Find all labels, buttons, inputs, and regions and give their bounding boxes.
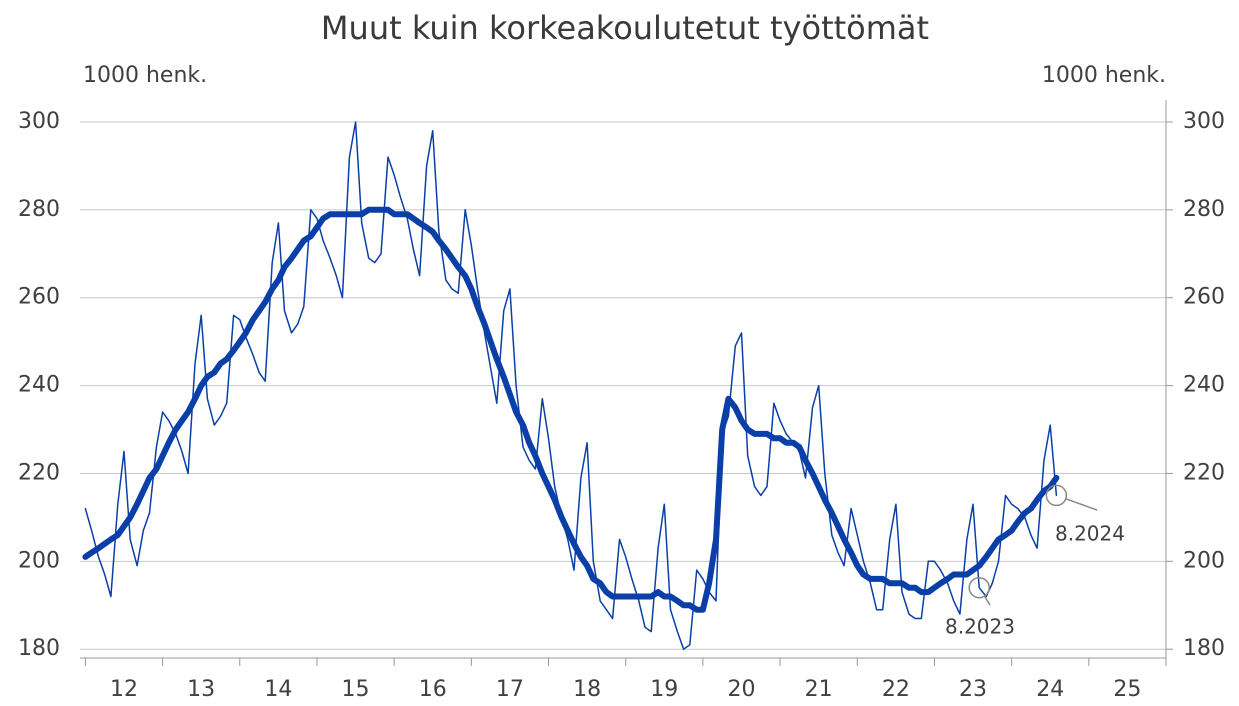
x-tick-label: 14 <box>264 677 292 702</box>
x-tick-label: 18 <box>573 677 601 702</box>
y2-axis-label: 1000 henk. <box>1042 63 1166 88</box>
y-tick-label: 240 <box>18 373 60 398</box>
chart-title: Muut kuin korkeakoulutetut työttömät <box>321 9 929 47</box>
x-tick-label: 24 <box>1036 677 1064 702</box>
annotation-circle <box>968 576 990 599</box>
series-line <box>82 206 1060 613</box>
x-tick-label: 23 <box>959 677 987 702</box>
x-tick-label: 12 <box>110 677 138 702</box>
x-tick-label: 13 <box>187 677 215 702</box>
x-tick-label: 22 <box>882 677 910 702</box>
y-tick-label: 300 <box>18 109 60 134</box>
y-tick-label: 180 <box>18 636 60 661</box>
y2-tick-label: 300 <box>1183 109 1225 134</box>
y-tick-label: 220 <box>18 460 60 485</box>
x-tick-label: 21 <box>805 677 833 702</box>
series-line <box>84 121 1058 650</box>
x-tick-label: 15 <box>342 677 370 702</box>
y-tick-label: 280 <box>18 197 60 222</box>
x-tick-label: 19 <box>650 677 678 702</box>
y2-tick-label: 220 <box>1183 460 1225 485</box>
y2-tick-label: 180 <box>1183 636 1225 661</box>
y2-tick-label: 280 <box>1183 197 1225 222</box>
x-tick-label: 20 <box>727 677 755 702</box>
y2-tick-label: 200 <box>1183 548 1225 573</box>
annotation-label: 8.2023 <box>945 615 1015 639</box>
x-tick-label: 25 <box>1113 677 1141 702</box>
x-tick-label: 16 <box>419 677 447 702</box>
y2-tick-label: 240 <box>1183 373 1225 398</box>
x-tick-label: 17 <box>496 677 524 702</box>
annotation-circle <box>1045 484 1068 507</box>
y-tick-label: 200 <box>18 548 60 573</box>
y-axis-label: 1000 henk. <box>83 63 207 88</box>
annotation-leader <box>983 595 991 606</box>
annotation-label: 8.2024 <box>1055 522 1125 546</box>
y2-tick-label: 260 <box>1183 285 1225 310</box>
y-tick-label: 260 <box>18 285 60 310</box>
annotation-leader <box>1065 498 1098 511</box>
